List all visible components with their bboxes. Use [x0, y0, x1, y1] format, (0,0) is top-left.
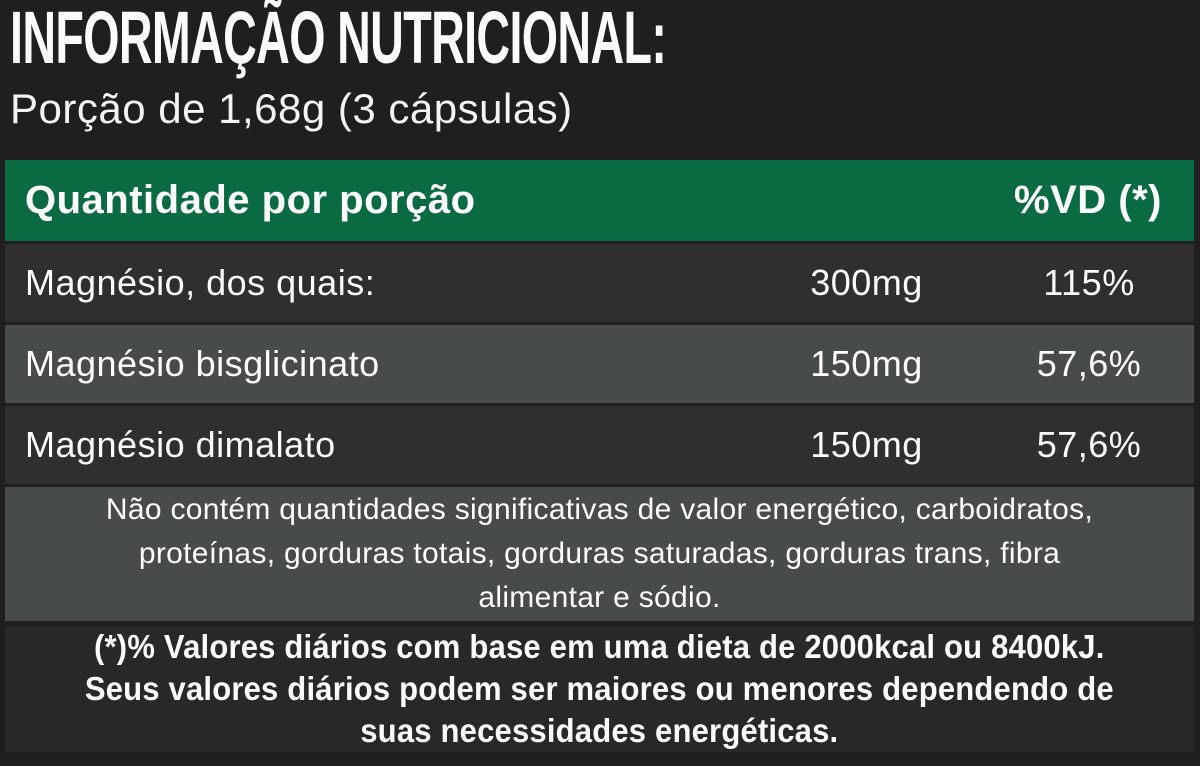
daily-values-footnote: (*)% Valores diários com base em uma die… [5, 626, 1194, 752]
nutrient-dv: 57,6% [1036, 343, 1142, 384]
quantity-per-serving-header: Quantidade por porção [25, 178, 476, 222]
footnote-line: suas necessidades energéticas. [360, 712, 839, 749]
nutrient-row-magnesio-total: Magnésio, dos quais: 300mg 115% [5, 244, 1194, 322]
insignificant-amounts-notice: Não contém quantidades significativas de… [5, 487, 1194, 621]
table-header-row: Quantidade por porção %VD (*) [5, 160, 1194, 241]
nutrient-row-bisglicinato: Magnésio bisglicinato 150mg 57,6% [5, 325, 1194, 403]
page-title-text: INFORMAÇÃO NUTRICIONAL: [10, 0, 667, 79]
nutrient-amount: 300mg [810, 262, 923, 303]
daily-value-header: %VD (*) [1014, 178, 1162, 222]
nutrient-name: Magnésio bisglicinato [25, 343, 380, 384]
label-heading: INFORMAÇÃO NUTRICIONAL: Porção de 1,68g … [0, 0, 1200, 132]
nutrient-dv: 115% [1043, 262, 1135, 303]
footnote-line: (*)% Valores diários com base em uma die… [94, 628, 1105, 665]
notice-line: proteínas, gorduras totais, gorduras sat… [138, 537, 1061, 570]
nutrient-name: Magnésio, dos quais: [25, 262, 376, 303]
notice-line: Não contém quantidades significativas de… [105, 493, 1094, 526]
nutrient-dv: 57,6% [1036, 424, 1142, 465]
page-title: INFORMAÇÃO NUTRICIONAL: [10, 0, 1200, 79]
notice-line: alimentar e sódio. [478, 581, 721, 614]
serving-size: Porção de 1,68g (3 cápsulas) [10, 85, 573, 132]
nutrient-amount: 150mg [810, 424, 923, 465]
footnote-line: Seus valores diários podem ser maiores o… [85, 670, 1114, 707]
nutrient-row-dimalato: Magnésio dimalato 150mg 57,6% [5, 406, 1194, 484]
daily-values-footnote-text: (*)% Valores diários com base em uma die… [85, 626, 1114, 752]
nutrient-amount: 150mg [810, 343, 923, 384]
nutrient-name: Magnésio dimalato [25, 424, 336, 465]
nutrition-table: Quantidade por porção %VD (*) Magnésio, … [5, 160, 1194, 752]
